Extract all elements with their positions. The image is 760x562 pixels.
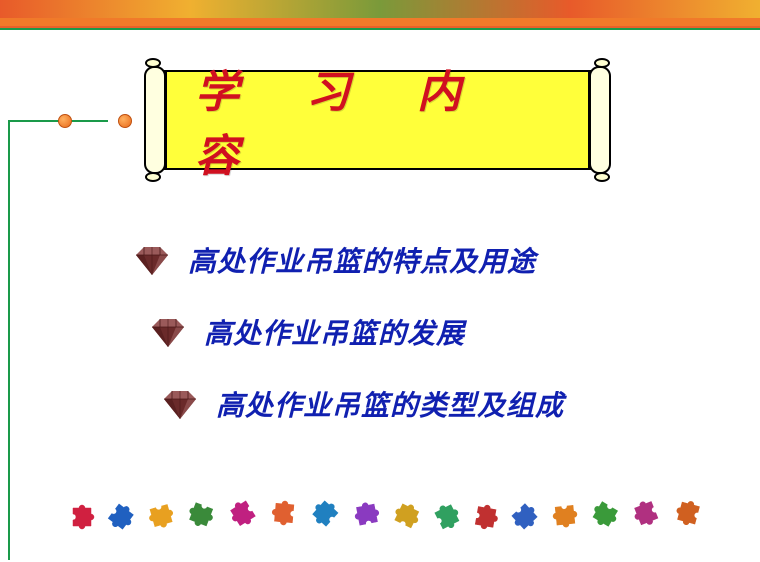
scroll-title: 学 习 内 容 [167, 56, 588, 184]
list-item: 高处作业吊篮的类型及组成 [158, 384, 670, 424]
bullet-text: 高处作业吊篮的类型及组成 [216, 384, 564, 424]
puzzle-icon [65, 498, 99, 532]
scroll-body: 学 习 内 容 [165, 70, 590, 170]
scroll-roll-left [130, 60, 170, 180]
bullet-text: 高处作业吊篮的特点及用途 [188, 240, 536, 280]
puzzle-icon [429, 498, 463, 532]
puzzle-icon [509, 498, 543, 532]
puzzle-icon [146, 498, 180, 532]
puzzle-icon [227, 498, 261, 532]
puzzle-icon [307, 498, 341, 532]
frame-dot-1 [58, 114, 72, 128]
puzzle-icon [388, 498, 422, 532]
green-frame-vertical [8, 120, 10, 560]
puzzle-divider [65, 498, 705, 532]
puzzle-icon [186, 498, 220, 532]
diamond-icon [130, 245, 174, 275]
diamond-icon [146, 317, 190, 347]
puzzle-icon [590, 498, 624, 532]
list-item: 高处作业吊篮的发展 [146, 312, 670, 352]
puzzle-icon [630, 498, 664, 532]
puzzle-icon [469, 498, 503, 532]
puzzle-icon [267, 498, 301, 532]
scroll-banner: 学 习 内 容 [130, 60, 625, 180]
list-item: 高处作业吊篮的特点及用途 [130, 240, 670, 280]
diamond-icon [158, 389, 202, 419]
puzzle-icon [105, 498, 139, 532]
puzzle-icon [348, 498, 382, 532]
top-orange-border [0, 18, 760, 28]
bullet-list: 高处作业吊篮的特点及用途 高处作业吊篮的发展 高处作业吊篮的类型及组成 [130, 240, 670, 456]
green-top-line [0, 28, 760, 30]
scroll-roll-right [585, 60, 625, 180]
puzzle-icon [550, 498, 584, 532]
bullet-text: 高处作业吊篮的发展 [204, 312, 465, 352]
puzzle-icon [671, 498, 705, 532]
top-gradient-bar [0, 0, 760, 18]
